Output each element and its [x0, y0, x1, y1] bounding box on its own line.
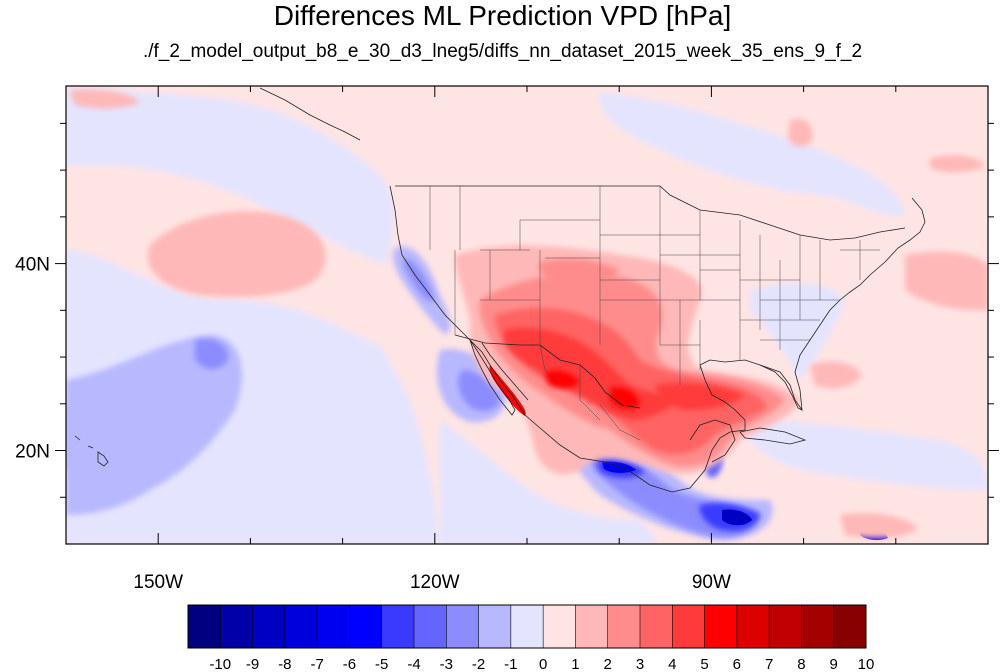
- field-neg3-sierra: [403, 258, 435, 302]
- colorbar-swatch: [833, 605, 867, 648]
- alaska-panhandle: [259, 87, 361, 141]
- colorbar-label: -2: [472, 656, 485, 672]
- colorbar-swatch: [575, 605, 609, 648]
- colorbar-swatch: [381, 605, 415, 648]
- colorbar-swatch: [188, 605, 221, 648]
- state-lines-central: [600, 186, 741, 385]
- colorbar-swatch: [801, 605, 835, 648]
- field-pos1-canada-patch: [788, 118, 813, 147]
- field-pos6-mexico-plateau: [545, 370, 580, 389]
- colorbar-swatch: [252, 605, 286, 648]
- colorbar-label: -10: [209, 656, 231, 672]
- field-neg2-southwest-pacific: [66, 335, 242, 515]
- colorbar-label: 9: [830, 656, 838, 672]
- colorbar-swatch: [317, 605, 350, 648]
- field-pos1-east-atlantic: [905, 251, 988, 311]
- colorbar-label: 0: [539, 656, 547, 672]
- colorbar-label: -1: [504, 656, 517, 672]
- field-pos1-north-pacific: [70, 89, 140, 109]
- field-neg1-northwest: [66, 88, 394, 265]
- x-tick-label: 120W: [410, 572, 460, 593]
- field-pos4-gulf: [655, 383, 745, 410]
- y-tick-label: 40N: [15, 255, 50, 276]
- field-neg1-northeast: [599, 92, 905, 216]
- gulf-of-california: [481, 342, 529, 401]
- field-neg1-caribbean: [740, 420, 988, 490]
- field-neg1-eastern-pacific: [440, 420, 660, 544]
- colorbar-label: -9: [246, 656, 259, 672]
- colorbar-label: -6: [343, 656, 356, 672]
- colorbar-swatch: [510, 605, 544, 648]
- colorbar: -10 -9 -8 -7 -6 -5 -4 -3 -2 -1 0 1 2 3 4 5 6 7 8 9 10: [187, 604, 875, 672]
- colorbar-label: 4: [668, 656, 676, 672]
- colorbar-swatch: [543, 605, 576, 648]
- colorbar-swatch: [672, 605, 705, 648]
- colorbar-swatch: [769, 605, 802, 648]
- tick-labels: 150W 120W 90W 20N 40N: [15, 255, 731, 593]
- colorbar-label: 5: [700, 656, 708, 672]
- field-pos1-atlantic-mid: [810, 361, 862, 389]
- field-neg1-east-coast: [750, 283, 845, 380]
- colorbar-swatch: [640, 605, 673, 648]
- colorbar-swatch: [349, 605, 383, 648]
- colorbar-swatch: [414, 605, 447, 648]
- field-pos6-texas: [610, 387, 640, 410]
- cuba: [739, 427, 807, 445]
- hawaii-islands: [74, 435, 109, 467]
- colorbar-label: 2: [604, 656, 612, 672]
- colorbar-label: 1: [571, 656, 579, 672]
- florida: [759, 364, 803, 411]
- colorbar-label: -3: [440, 656, 453, 672]
- colorbar-frame: [187, 604, 867, 649]
- field-neg3-pacific-blob: [195, 338, 229, 369]
- colorbar-label: 7: [765, 656, 773, 672]
- colorbar-label: -4: [407, 656, 420, 672]
- colorbar-label: 3: [636, 656, 644, 672]
- coastline-north-america: [389, 185, 926, 493]
- boundaries: [74, 87, 926, 493]
- x-tick-label: 150W: [133, 572, 183, 593]
- border-us-canada: [395, 185, 906, 241]
- y-tick-label: 20N: [15, 442, 50, 463]
- colorbar-label: 6: [733, 656, 741, 672]
- colorbar-swatch: [284, 605, 318, 648]
- colorbar-label: 8: [797, 656, 805, 672]
- field-neg3-baja: [458, 370, 500, 412]
- border-us-mexico: [454, 334, 641, 409]
- field-pos1-caribbean-south: [840, 513, 918, 539]
- colorbar-swatch: [736, 605, 770, 648]
- chart-subtitle: ./f_2_model_output_b8_e_30_d3_lneg5/diff…: [142, 41, 863, 62]
- state-lines-mexico: [539, 344, 641, 441]
- field-pos1-central-pacific: [147, 211, 326, 297]
- field-neg7-central-america-core: [722, 509, 752, 526]
- x-tick-label: 90W: [692, 572, 731, 593]
- colorbar-swatch: [607, 605, 641, 648]
- state-lines: [429, 186, 880, 441]
- chart-title: Differences ML Prediction VPD [hPa]: [273, 0, 732, 31]
- colorbar-swatch: [704, 605, 738, 648]
- state-lines-west: [429, 186, 660, 345]
- colorbar-label: -5: [375, 656, 388, 672]
- tick-marks: [55, 86, 999, 544]
- colorbar-swatch: [446, 605, 479, 648]
- field-pos1-northeast-atlantic: [930, 155, 985, 173]
- colorbar-swatch: [220, 605, 253, 648]
- yucatan: [689, 419, 736, 463]
- colorbar-label: -8: [278, 656, 291, 672]
- baja-peninsula: [469, 339, 516, 416]
- field-neg2-hawaii: [66, 405, 120, 470]
- colorbar-label: 10: [858, 656, 875, 672]
- colorbar-swatch: [478, 605, 512, 648]
- colorbar-label: -7: [310, 656, 323, 672]
- vpd-field: [66, 86, 988, 544]
- state-lines-east: [740, 235, 880, 350]
